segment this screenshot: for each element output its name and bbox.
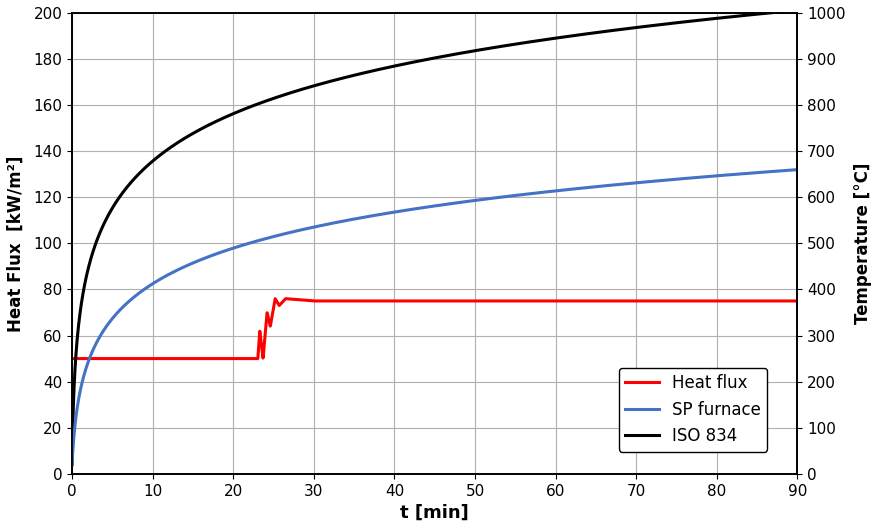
Heat flux bbox=[343, 298, 354, 304]
ISO 834 bbox=[538, 37, 549, 43]
SP furnace bbox=[538, 189, 549, 195]
Heat flux bbox=[608, 298, 618, 304]
Heat flux bbox=[67, 355, 77, 362]
SP furnace bbox=[608, 182, 618, 188]
Heat flux bbox=[501, 298, 512, 304]
ISO 834 bbox=[343, 74, 354, 80]
SP furnace bbox=[663, 177, 673, 183]
SP furnace bbox=[343, 217, 354, 223]
Heat flux bbox=[198, 355, 209, 362]
SP furnace bbox=[791, 167, 802, 173]
X-axis label: t [min]: t [min] bbox=[399, 504, 469, 522]
ISO 834 bbox=[791, 7, 802, 13]
Heat flux bbox=[538, 298, 549, 304]
Legend: Heat flux, SP furnace, ISO 834: Heat flux, SP furnace, ISO 834 bbox=[618, 368, 766, 452]
ISO 834 bbox=[663, 21, 673, 27]
Line: Heat flux: Heat flux bbox=[72, 299, 796, 359]
Y-axis label: Temperature [°C]: Temperature [°C] bbox=[853, 163, 871, 324]
Y-axis label: Heat Flux  [kW/m²]: Heat Flux [kW/m²] bbox=[7, 155, 25, 332]
ISO 834 bbox=[198, 124, 209, 131]
SP furnace bbox=[501, 193, 512, 199]
Heat flux bbox=[663, 298, 673, 304]
Heat flux bbox=[791, 298, 802, 304]
Line: ISO 834: ISO 834 bbox=[72, 10, 796, 464]
ISO 834 bbox=[67, 461, 77, 468]
Line: SP furnace: SP furnace bbox=[72, 170, 796, 464]
SP furnace bbox=[67, 461, 77, 468]
ISO 834 bbox=[608, 27, 618, 33]
Heat flux bbox=[280, 296, 291, 302]
ISO 834 bbox=[501, 42, 512, 49]
SP furnace bbox=[198, 256, 209, 262]
